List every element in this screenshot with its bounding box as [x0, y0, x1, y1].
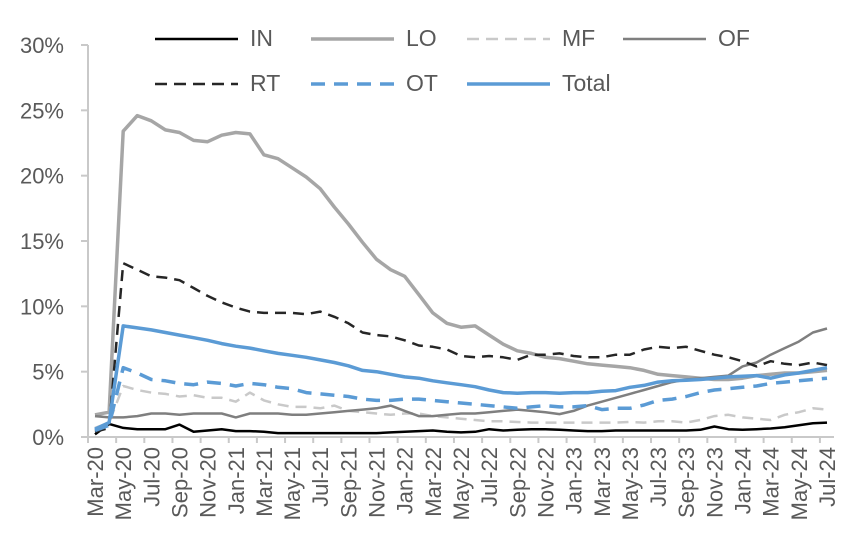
legend-label: IN [250, 25, 273, 51]
x-axis-label: May-22 [449, 447, 474, 520]
x-axis-label: Nov-21 [365, 447, 390, 518]
legend-line-swatch-mf [467, 37, 550, 40]
legend-row: IN LO MF OF [155, 16, 779, 61]
x-axis-label: Jul-21 [308, 447, 333, 507]
x-axis-label: Mar-22 [421, 447, 446, 517]
x-axis-label: Jan-22 [393, 447, 418, 514]
x-axis-label: Mar-21 [252, 447, 277, 517]
legend-row: RT OT Total [155, 61, 779, 106]
legend-item-total: Total [467, 72, 623, 95]
legend-item-in: IN [155, 27, 311, 50]
legend-item-mf: MF [467, 27, 623, 50]
legend-item-lo: LO [311, 27, 467, 50]
legend-line-swatch-of [623, 37, 706, 40]
legend-line-swatch-total [467, 81, 550, 86]
x-axis-label: Jul-23 [646, 447, 671, 507]
x-axis-label: Mar-20 [83, 447, 108, 517]
series-line-lo [94, 113, 828, 417]
x-axis-label: Nov-22 [533, 447, 558, 518]
x-axis-label: Sep-20 [167, 447, 192, 518]
x-axis-label: May-23 [618, 447, 643, 520]
legend-label: MF [562, 25, 596, 51]
x-axis-label: Sep-21 [336, 447, 361, 518]
y-axis-label: 5% [32, 360, 64, 385]
legend-item-rt: RT [155, 72, 311, 95]
x-axis-label: Jan-24 [731, 447, 756, 514]
chart-legend: IN LO MF OF RT OT Total [155, 16, 779, 106]
x-axis-label: Mar-24 [759, 447, 784, 517]
y-axis-label: 10% [20, 294, 64, 319]
x-axis-label: Mar-23 [590, 447, 615, 517]
legend-label: LO [406, 25, 437, 51]
legend-line-swatch-rt [155, 82, 238, 85]
x-axis-label: Jan-21 [224, 447, 249, 514]
y-axis-label: 15% [20, 229, 64, 254]
series-line-in [94, 421, 828, 436]
series-line-ot [94, 365, 828, 433]
x-axis-label: May-21 [280, 447, 305, 520]
x-axis-label: Nov-23 [702, 447, 727, 518]
x-axis-label: Jul-20 [139, 447, 164, 507]
legend-line-swatch-ot [311, 81, 394, 86]
legend-label: OF [718, 25, 750, 51]
x-axis-label: Sep-22 [505, 447, 530, 518]
series-line-mf [94, 384, 828, 430]
x-axis-label: Sep-23 [674, 447, 699, 518]
legend-item-of: OF [623, 27, 779, 50]
legend-item-ot: OT [311, 72, 467, 95]
y-axis-label: 30% [20, 33, 64, 58]
x-axis-label: Jul-22 [477, 447, 502, 507]
series-line-total [94, 324, 828, 431]
x-axis-label: Nov-20 [196, 447, 221, 518]
y-axis-label: 25% [20, 98, 64, 123]
x-axis-label: May-24 [787, 447, 812, 520]
y-axis-label: 20% [20, 164, 64, 189]
legend-label: OT [406, 70, 438, 96]
legend-line-swatch-in [155, 37, 238, 40]
legend-label: Total [562, 70, 611, 96]
legend-label: RT [250, 70, 281, 96]
x-axis-label: May-20 [111, 447, 136, 520]
y-axis-label: 0% [32, 425, 64, 450]
legend-line-swatch-lo [311, 36, 394, 41]
x-axis-label: Jan-23 [562, 447, 587, 514]
series-line-rt [94, 261, 828, 434]
x-axis-label: Jul-24 [815, 447, 840, 507]
